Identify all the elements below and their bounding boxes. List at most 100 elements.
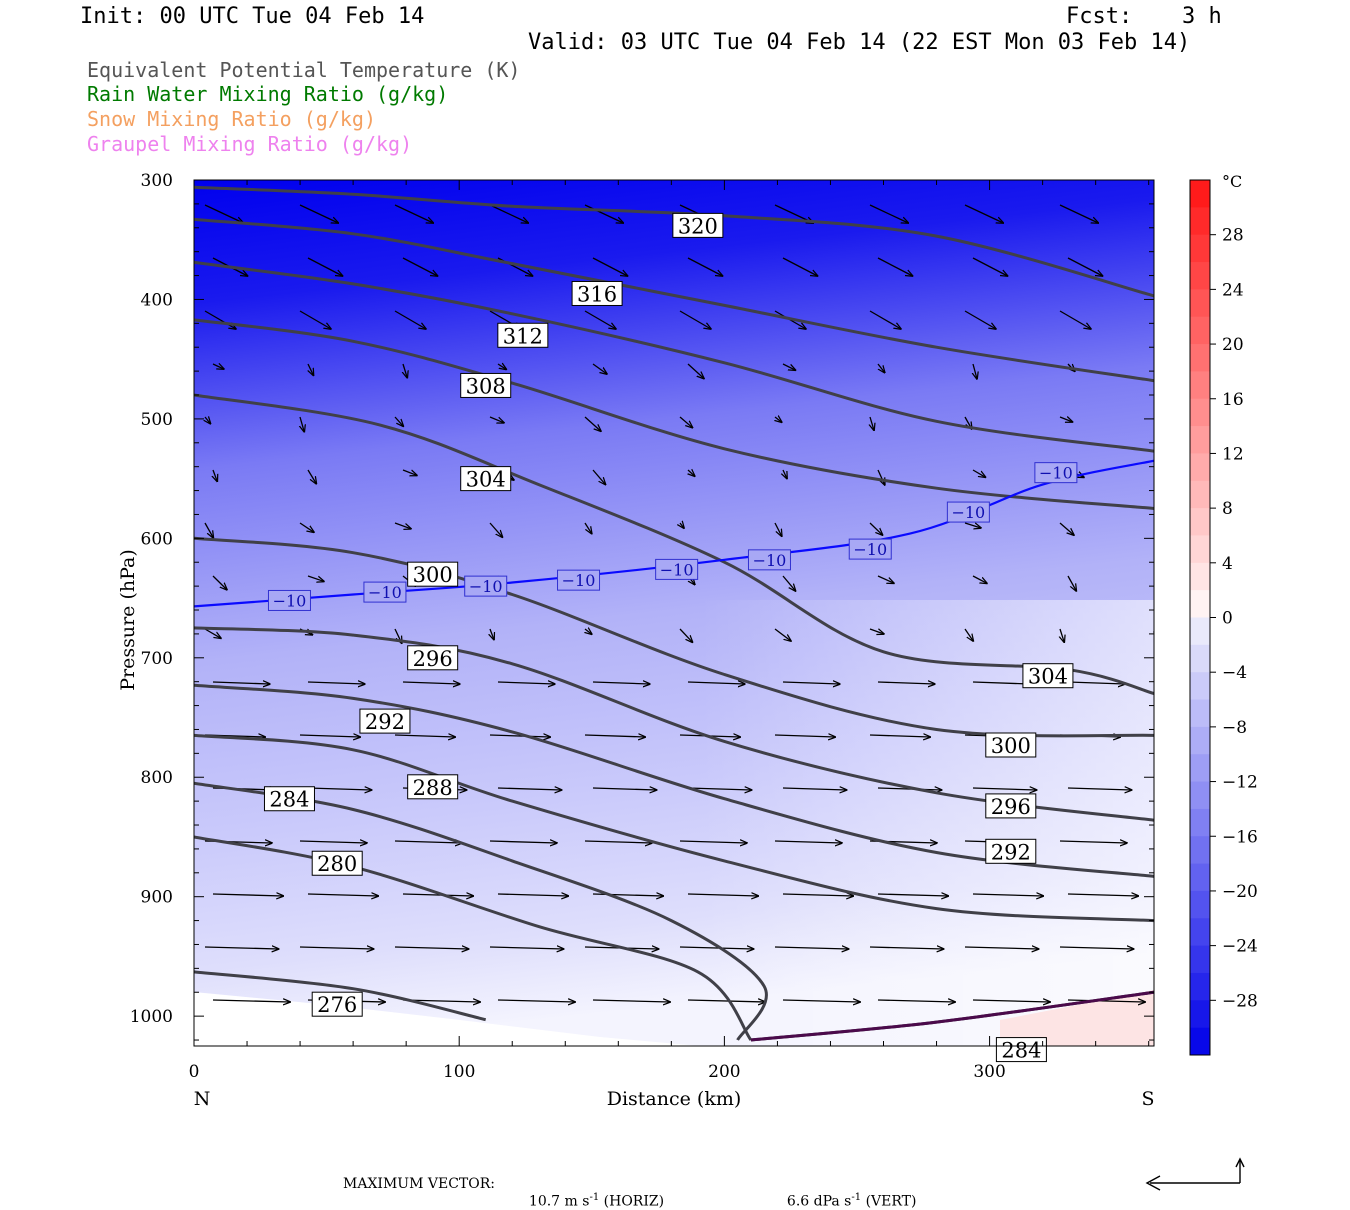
wind-vector	[489, 522, 502, 537]
colorbar-swatch	[1190, 672, 1210, 701]
wind-vector	[782, 363, 795, 370]
wind-vector	[877, 1000, 955, 1002]
svg-text:−10: −10	[660, 560, 694, 579]
colorbar-tick-label: −20	[1222, 882, 1258, 902]
wind-vector	[489, 204, 528, 223]
x-axis-label: Distance (km)	[607, 1088, 742, 1110]
legend-equivalent-potential-temperature: Equivalent Potential Temperature (K)	[87, 58, 521, 82]
svg-text:−10: −10	[368, 583, 402, 602]
vertical-tag: (VERT)	[865, 1193, 917, 1210]
wind-vector	[299, 310, 331, 329]
wind-vector	[1163, 576, 1167, 585]
colorbar-swatch	[1190, 398, 1210, 427]
wind-vector	[402, 1000, 480, 1002]
wind-vector	[1155, 417, 1171, 429]
colorbar-swatch	[1190, 262, 1210, 290]
contour-labels: 320 316 312 308 304 300 296 292 288 284 280 276 304 3…	[263, 212, 1078, 1063]
theta-e-label: 296	[407, 645, 459, 671]
colorbar-swatch	[1190, 972, 1210, 1001]
svg-text:292: 292	[991, 840, 1031, 864]
theta-e-label: 320	[672, 212, 724, 238]
svg-text:−10: −10	[951, 503, 985, 522]
colorbar-swatch	[1190, 289, 1210, 318]
colorbar-swatch	[1190, 344, 1210, 372]
wind-vector	[1067, 1000, 1145, 1002]
wind-vector	[204, 204, 243, 223]
svg-text:284: 284	[1001, 1039, 1041, 1063]
colorbar-swatch	[1190, 918, 1210, 947]
temperature-label: −10	[267, 589, 311, 611]
wind-vector	[205, 417, 210, 424]
wind-vector	[212, 894, 283, 896]
vector-scale-key	[1145, 1157, 1245, 1191]
x-tick-label: 0	[189, 1062, 200, 1082]
wind-vector	[783, 469, 787, 479]
theta-e-label: 280	[311, 850, 363, 876]
wind-vector	[489, 947, 564, 949]
wind-vector	[307, 469, 316, 484]
theta-e-label: 300	[985, 732, 1037, 758]
wind-vector	[869, 947, 944, 949]
horizontal-max-vector: 10.7 m s-1 (HORIZ)	[520, 1176, 664, 1210]
wind-vector	[1067, 257, 1103, 276]
temperature-label: −10	[848, 538, 892, 560]
colorbar-tick-label: 28	[1222, 226, 1244, 246]
horizontal-max-exponent: -1	[589, 1192, 600, 1203]
wind-vector	[972, 788, 1037, 790]
colorbar-swatch	[1190, 453, 1210, 482]
y-tick-label: 900	[141, 888, 173, 908]
wind-vector	[964, 628, 973, 641]
wind-vector	[402, 469, 417, 475]
wind-vector	[869, 735, 930, 737]
wind-vector	[592, 469, 605, 485]
wind-vector	[972, 1000, 1050, 1002]
svg-text:280: 280	[317, 852, 357, 876]
wind-vector	[592, 1000, 670, 1002]
colorbar-tick-label: 8	[1222, 499, 1233, 519]
y-tick-label: 600	[141, 529, 173, 549]
theta-e-contour-276	[194, 970, 487, 1022]
colorbar-swatch	[1190, 480, 1210, 509]
wind-vector	[489, 841, 557, 843]
svg-text:300: 300	[991, 734, 1031, 758]
wind-vector	[782, 257, 818, 276]
axes: 300 400 500 600 700 800 900 1000 0 100 200 300	[130, 171, 1154, 1082]
x-left-end-label: N	[194, 1088, 211, 1110]
wind-vector	[584, 841, 652, 843]
wind-vector	[307, 788, 372, 790]
legend-graupel: Graupel Mixing Ratio (g/kg)	[87, 132, 413, 156]
colorbar-tick-label: 24	[1222, 280, 1244, 300]
wind-vector	[394, 735, 455, 737]
colorbar-swatch	[1190, 863, 1210, 892]
wind-vector	[1067, 682, 1125, 684]
wind-vector	[490, 628, 494, 640]
svg-text:−10: −10	[1039, 464, 1073, 483]
wind-vector	[584, 310, 616, 329]
wind-vector	[679, 628, 693, 642]
plot-frame	[193, 179, 1155, 1047]
theta-e-label: 292	[985, 838, 1037, 864]
wind-vector	[204, 628, 221, 638]
wind-vector	[877, 894, 948, 896]
svg-text:−10: −10	[853, 540, 887, 559]
wind-vector	[213, 469, 217, 481]
wind-vector	[870, 416, 874, 430]
wind-vector	[584, 416, 601, 431]
temperature-label: −10	[655, 558, 699, 580]
colorbar-swatch	[1190, 754, 1210, 783]
theta-e-contour-288	[194, 733, 1154, 923]
theta-e-contour-296	[194, 626, 1154, 822]
temperature-contour-minus10	[194, 459, 1154, 608]
wind-vector	[687, 1000, 765, 1002]
theta-e-contours	[194, 185, 1154, 1042]
colorbar-swatch	[1190, 590, 1210, 618]
wind-vector	[308, 363, 313, 375]
wind-vector	[774, 735, 835, 737]
warm-boundary-line	[750, 990, 1154, 1042]
colorbar-tick-label: −4	[1222, 663, 1247, 683]
colorbar-swatch	[1190, 234, 1210, 263]
plot-area	[194, 180, 1171, 1046]
wind-vector	[497, 682, 555, 684]
wind-vector	[584, 204, 623, 223]
wind-vector	[775, 417, 782, 422]
